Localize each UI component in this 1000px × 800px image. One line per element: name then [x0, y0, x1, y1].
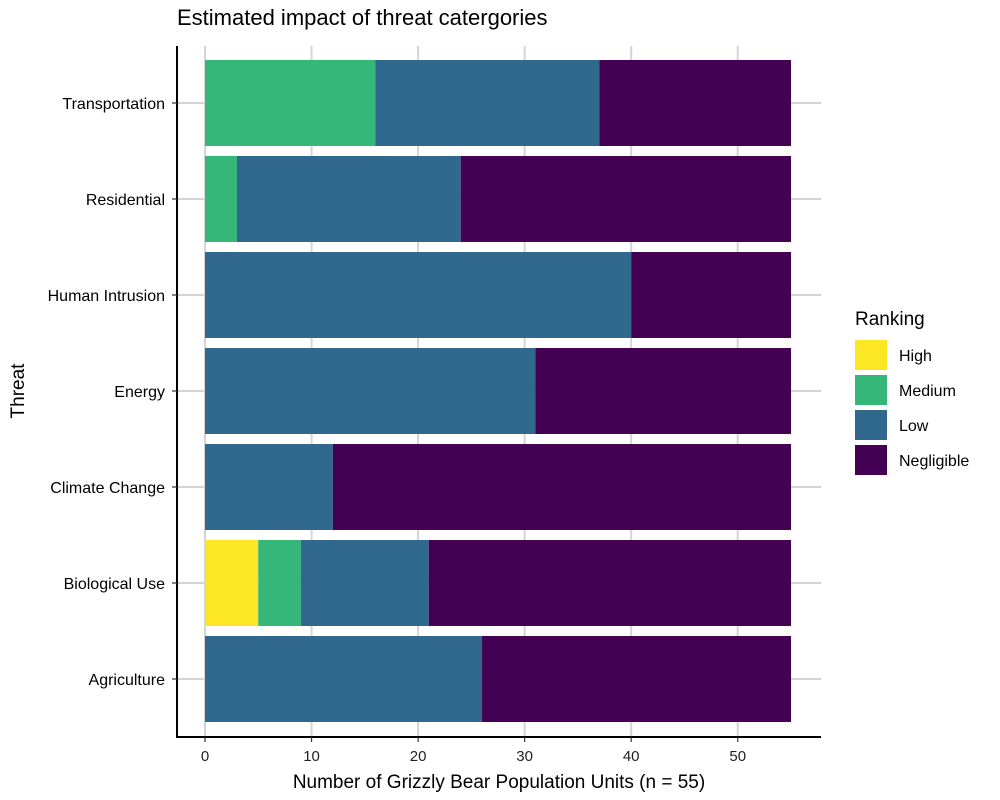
bar-segment-negligible — [428, 540, 792, 626]
bar-segment-low — [205, 348, 536, 434]
plot-bars — [205, 60, 792, 722]
legend-swatch-negligible — [855, 445, 887, 475]
y-tick-label: Transportation — [62, 96, 165, 113]
legend-swatch-high — [855, 340, 887, 370]
legend-swatch-medium — [855, 375, 887, 405]
legend-label: Medium — [899, 383, 956, 400]
bar-segment-medium — [205, 156, 237, 242]
x-tick-label: 30 — [516, 748, 533, 765]
x-axis-title: Number of Grizzly Bear Population Units … — [293, 772, 705, 793]
x-tick-label: 50 — [729, 748, 746, 765]
x-tick-label: 40 — [623, 748, 640, 765]
x-tick-label: 0 — [201, 748, 209, 765]
bar-segment-low — [236, 156, 461, 242]
bar-segment-negligible — [599, 60, 792, 146]
legend-swatch-low — [855, 410, 887, 440]
bar-segment-low — [205, 636, 483, 722]
y-tick-label: Biological Use — [64, 576, 165, 593]
bar-segment-low — [205, 444, 333, 530]
bar-segment-high — [205, 540, 259, 626]
bar-segment-negligible — [460, 156, 792, 242]
bar-segment-negligible — [535, 348, 792, 434]
x-axis-ticks: 0 10 20 30 40 50 — [201, 737, 746, 765]
y-tick-label: Human Intrusion — [48, 288, 165, 305]
y-tick-label: Climate Change — [50, 480, 165, 497]
bar-segment-negligible — [482, 636, 792, 722]
legend: Ranking High Medium Low Negligible — [855, 309, 969, 475]
bar-segment-negligible — [332, 444, 792, 530]
chart-title: Estimated impact of threat catergories — [177, 5, 548, 30]
y-axis-ticks: Transportation Residential Human Intrusion… — [48, 96, 177, 689]
bar-segment-negligible — [631, 252, 792, 338]
x-tick-label: 20 — [410, 748, 427, 765]
y-tick-label: Energy — [114, 384, 165, 401]
legend-label: Negligible — [899, 453, 969, 470]
bar-segment-medium — [205, 60, 376, 146]
bar-segment-low — [300, 540, 429, 626]
bar-segment-low — [375, 60, 600, 146]
y-axis-title: Threat — [8, 363, 29, 419]
y-tick-label: Residential — [86, 192, 165, 209]
legend-label: High — [899, 348, 932, 365]
legend-title: Ranking — [855, 309, 925, 330]
bar-segment-low — [205, 252, 632, 338]
legend-label: Low — [899, 418, 929, 435]
x-tick-label: 10 — [303, 748, 320, 765]
bar-segment-medium — [258, 540, 301, 626]
y-tick-label: Agriculture — [89, 672, 166, 689]
